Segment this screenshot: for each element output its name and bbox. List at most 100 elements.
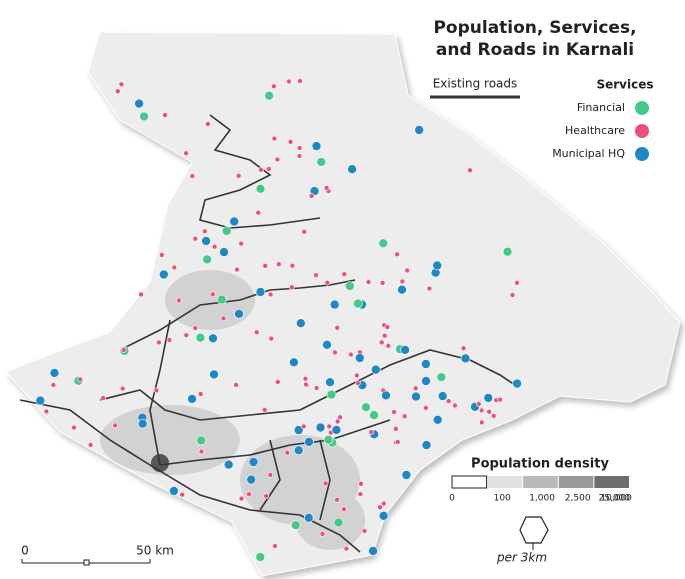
service-point bbox=[414, 125, 425, 135]
service-point bbox=[353, 298, 363, 309]
service-point bbox=[205, 121, 211, 127]
service-swatch bbox=[635, 101, 649, 115]
service-point bbox=[368, 546, 378, 556]
service-point bbox=[183, 332, 190, 339]
service-point bbox=[460, 345, 467, 352]
service-point bbox=[220, 315, 227, 322]
service-point bbox=[394, 439, 401, 445]
service-point bbox=[401, 470, 412, 480]
service-point bbox=[261, 407, 268, 413]
service-point bbox=[202, 254, 212, 265]
service-point bbox=[302, 375, 309, 382]
service-point bbox=[478, 419, 485, 426]
services-title: Services bbox=[596, 78, 653, 92]
service-point bbox=[421, 376, 431, 386]
service-point bbox=[137, 418, 148, 429]
service-swatch bbox=[635, 124, 649, 138]
service-point bbox=[198, 448, 205, 455]
service-point bbox=[289, 262, 296, 269]
service-point bbox=[255, 209, 262, 216]
service-point bbox=[378, 238, 389, 249]
service-point bbox=[272, 543, 278, 549]
service-point bbox=[234, 266, 240, 273]
service-point bbox=[189, 173, 196, 179]
service-point bbox=[211, 243, 218, 250]
services-legend: Financial Healthcare Municipal HQ bbox=[552, 101, 649, 161]
service-point bbox=[275, 261, 282, 268]
service-point bbox=[248, 457, 259, 467]
service-point bbox=[355, 380, 361, 386]
service-point bbox=[217, 294, 227, 305]
hex-icon bbox=[519, 516, 549, 544]
service-point bbox=[271, 83, 277, 90]
service-point bbox=[391, 409, 397, 415]
service-point bbox=[483, 393, 494, 403]
service-point bbox=[77, 376, 84, 383]
density-break: 100 bbox=[494, 494, 511, 504]
service-point bbox=[401, 413, 408, 420]
service-point bbox=[301, 229, 308, 235]
service-point bbox=[343, 545, 350, 552]
service-point bbox=[397, 284, 407, 295]
density-break: 2,500 bbox=[565, 494, 591, 504]
service-point bbox=[452, 402, 458, 409]
service-point bbox=[319, 531, 326, 537]
service-point bbox=[202, 228, 208, 235]
service-point bbox=[43, 408, 50, 415]
service-point bbox=[187, 394, 197, 404]
service-label: Financial bbox=[577, 101, 625, 114]
service-point bbox=[100, 395, 106, 401]
service-point bbox=[490, 413, 497, 419]
service-point bbox=[432, 414, 443, 425]
service-point bbox=[421, 359, 431, 369]
service-point bbox=[333, 517, 344, 528]
service-point bbox=[411, 391, 421, 402]
service-point bbox=[445, 398, 452, 404]
service-point bbox=[288, 284, 295, 291]
service-point bbox=[219, 247, 229, 257]
service-point bbox=[138, 291, 144, 298]
service-point bbox=[353, 372, 360, 379]
dense-areas bbox=[100, 270, 365, 550]
service-point bbox=[209, 369, 219, 380]
density-break: 25,000 bbox=[599, 494, 631, 504]
service-point bbox=[331, 425, 342, 435]
service-point bbox=[50, 382, 57, 388]
service-point bbox=[325, 377, 335, 388]
service-point bbox=[313, 385, 320, 391]
service-point bbox=[348, 351, 354, 358]
service-point bbox=[196, 435, 206, 446]
service-point bbox=[412, 385, 419, 392]
service-point bbox=[162, 112, 168, 118]
density-swatch bbox=[451, 475, 488, 489]
service-point bbox=[344, 281, 355, 291]
service-label: Healthcare bbox=[565, 124, 625, 137]
service-point bbox=[358, 480, 364, 487]
service-point bbox=[118, 81, 125, 88]
service-point bbox=[297, 78, 303, 84]
service-point bbox=[308, 193, 315, 199]
service-swatch bbox=[635, 147, 649, 161]
density-break: 0 bbox=[449, 494, 455, 504]
density-swatch bbox=[558, 476, 594, 488]
service-point bbox=[316, 157, 327, 167]
service-point bbox=[176, 297, 182, 304]
service-point bbox=[324, 279, 331, 286]
service-point bbox=[192, 235, 199, 242]
service-point bbox=[119, 385, 126, 392]
service-point bbox=[341, 271, 348, 278]
service-point bbox=[166, 337, 173, 343]
service-point bbox=[432, 260, 443, 271]
service-point bbox=[183, 150, 189, 156]
service-point bbox=[478, 407, 485, 414]
service-point bbox=[377, 504, 383, 511]
service-point bbox=[486, 408, 492, 415]
service-point bbox=[87, 442, 94, 448]
service-point bbox=[421, 440, 432, 450]
service-point bbox=[120, 347, 127, 353]
service-point bbox=[337, 414, 343, 421]
service-point bbox=[229, 216, 239, 227]
scale-mid bbox=[83, 559, 90, 566]
service-point bbox=[378, 510, 389, 521]
